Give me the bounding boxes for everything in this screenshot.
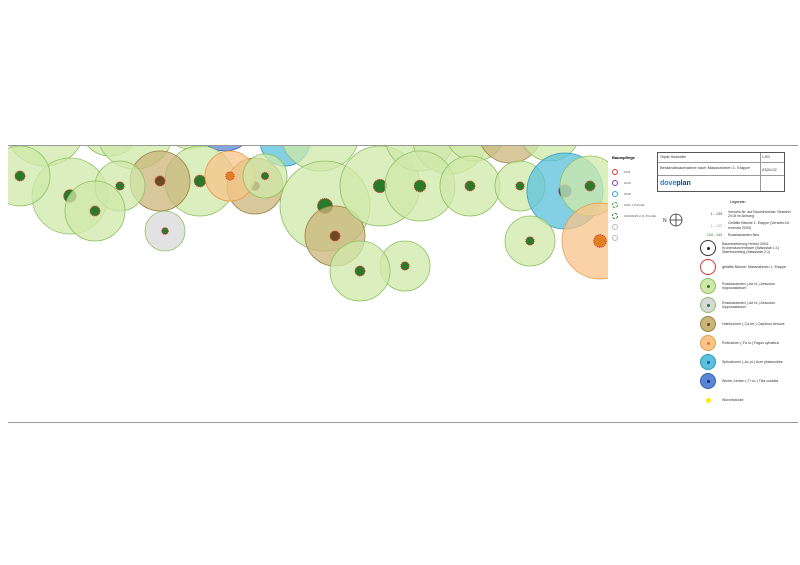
ref-text: Gefällte Bäume 1. Etappe (Verweis-Nr. In…	[728, 221, 790, 230]
tree-trunk	[400, 261, 410, 271]
ref-text: Verweis-Nr. auf Bauminventar, Bestand 20…	[728, 210, 791, 219]
tree-trunk	[225, 171, 235, 181]
legend-swatch-icon	[700, 297, 716, 314]
brand-logo: doveplan	[660, 180, 691, 187]
north-arrow-icon: N	[663, 213, 683, 227]
care-ring-icon	[612, 223, 618, 230]
tree-trunk	[464, 180, 476, 192]
tree-trunk	[515, 181, 525, 191]
title-block: Objekt: Baumallee Bestandesaufnahme nach…	[657, 152, 785, 192]
tree-care-item	[612, 232, 662, 243]
legend-item: gefällte Bäume: Massnahmen 1. Etappe	[700, 259, 798, 276]
legend-label: Spitzahorne (-Ac pl-) Acer platanoides	[722, 359, 783, 364]
tree-trunk	[260, 171, 270, 181]
tree-trunk	[329, 230, 341, 242]
tree-trunk	[89, 205, 101, 217]
legend-item: Rosskastanien (-Ae hi-) Aesculus hippoca…	[700, 297, 798, 314]
tree-canopy	[561, 202, 608, 280]
legend-swatch-icon	[700, 354, 716, 371]
legend-swatch-icon	[700, 316, 716, 333]
legend-label: Rosskastanien (-Ae hi-) Aesculus hippoca…	[722, 281, 775, 291]
tree-care-item: 2016	[612, 177, 662, 188]
tree-trunk	[593, 234, 607, 248]
brand-part: plan	[676, 180, 691, 187]
tree-care-item: 2023/2025 2./3. Priorität	[612, 210, 662, 221]
object-label: Objekt: Baumallee	[660, 155, 687, 159]
legend-item: Wurzelstöcke	[700, 392, 798, 408]
tree-trunk	[193, 174, 207, 188]
tree-care-label: 2021 1.Priorität	[624, 202, 645, 207]
legend-swatch-icon	[700, 335, 716, 352]
legend-swatch-icon	[700, 392, 716, 408]
tree-care-legend: Baumpflege 2011 2016 2018 2021 1.Priorität 2…	[612, 155, 662, 243]
tree-plan	[8, 146, 608, 302]
tree-care-item: 2011	[612, 166, 662, 177]
care-ring-icon	[612, 212, 618, 219]
tree-trunk	[161, 227, 169, 235]
legend-ref: 134 - 143 Rosskastanien Neu	[700, 233, 798, 237]
legend-label: Winter-Linden (-Ti co-) Tilia cordata	[722, 378, 779, 383]
legend-label: Wurzelstöcke	[722, 397, 744, 402]
legend-item: Baumkartierung Herbst 2004: Kronendurchm…	[700, 240, 798, 257]
ref-text: Rosskastanien Neu	[728, 232, 760, 237]
legend-label: Baumkartierung Herbst 2004: Kronendurchm…	[722, 241, 780, 255]
legend-ref: 1 - 133 Gefällte Bäume 1. Etappe (Verweis…	[700, 221, 798, 229]
legend-item: Spitzahorne (-Ac pl-) Acer platanoides	[700, 354, 798, 371]
care-ring-icon	[612, 190, 618, 197]
legend-label: Hainbuchen (-Ca be-) Carpinus betulus	[722, 321, 785, 326]
scale: 1:200	[762, 155, 770, 159]
legend-swatch-icon	[700, 259, 716, 276]
care-ring-icon	[612, 179, 618, 186]
legend-label: Rotbuchen (-Fa sl-) Fagus sylvatica	[722, 340, 779, 345]
brand-part: dove	[660, 180, 677, 187]
tree-care-label: 2023/2025 2./3. Priorität	[624, 213, 657, 218]
tree-care-title: Baumpflege	[612, 155, 635, 160]
ref-range: 1 - 133	[710, 212, 722, 217]
tree-canopy	[8, 146, 51, 207]
legend-item: Rosskastanien (-Ae hi-) Aesculus hippoca…	[700, 278, 798, 295]
tree-care-item: 2021 1.Priorität	[612, 199, 662, 210]
legend-swatch-icon	[700, 240, 716, 257]
plan-sheet	[8, 145, 798, 423]
tree-trunk	[115, 181, 125, 191]
tree-trunk	[154, 175, 166, 187]
tree-trunk	[354, 265, 366, 277]
tree-care-label: 2018	[624, 191, 631, 196]
tree-care-label: 2016	[624, 180, 631, 185]
tree-trunk	[413, 179, 427, 193]
legend-item: Hainbuchen (-Ca be-) Carpinus betulus	[700, 316, 798, 333]
plan-number: 0320-02	[762, 167, 777, 172]
tree-care-label: 2011	[624, 169, 631, 174]
legend-label: Rosskastanien (-Ae hi-) Aesculus hippoca…	[722, 300, 775, 310]
legend-label: gefällte Bäume: Massnahmen 1. Etappe	[722, 264, 786, 269]
tree-care-item: 2018	[612, 188, 662, 199]
tree-trunk	[14, 170, 26, 182]
legend-item: Rotbuchen (-Fa sl-) Fagus sylvatica	[700, 335, 798, 352]
tree-trunk	[584, 180, 596, 192]
legend-item: Winter-Linden (-Ti co-) Tilia cordata	[700, 373, 798, 390]
care-ring-icon	[612, 201, 618, 208]
tree-care-item	[612, 221, 662, 232]
ref-range: 134 - 143	[706, 232, 722, 237]
legend-ref: 1 - 133 Verweis-Nr. auf Bauminventar, Bes…	[700, 210, 798, 218]
legend-title: Legende:	[730, 200, 746, 204]
plan-title: Bestandesaufnahme nach Massnahmen 1. Eta…	[660, 165, 750, 170]
care-ring-icon	[612, 168, 618, 175]
tree-trunk	[525, 236, 535, 246]
tree-canopy	[207, 146, 243, 152]
north-label: N	[663, 218, 667, 224]
ref-range: 1 - 133	[710, 223, 722, 228]
legend-swatch-icon	[700, 278, 716, 295]
legend: Legende: 1 - 133 Verweis-Nr. auf Bauminve…	[700, 200, 798, 411]
legend-swatch-icon	[700, 373, 716, 390]
care-ring-icon	[612, 234, 618, 241]
